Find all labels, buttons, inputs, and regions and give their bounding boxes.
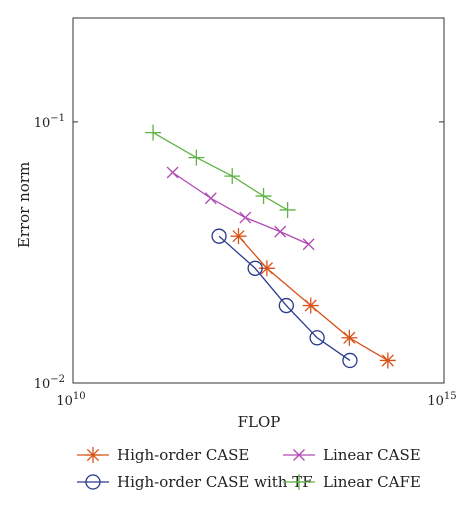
y-tick-label: 10−1 [34,113,65,131]
x-axis-title: FLOP [238,413,281,431]
series-asterisk [230,228,396,369]
data-point [342,352,358,369]
plot-area [72,17,445,384]
data-point [204,192,217,205]
legend-marker [293,449,305,461]
series-plus [145,124,296,218]
data-point [279,201,296,218]
y-tick-label: 10−2 [34,374,65,392]
y-axis-title: Error norm [15,162,33,248]
y-tick-base: 10 [34,116,51,131]
series-line [218,235,351,361]
series-x [166,166,315,251]
y-tick-base: 10 [34,377,51,392]
legend-marker [85,474,101,490]
data-point [274,225,287,238]
x-tick-label: 1010 [56,391,85,409]
series-circle [211,228,358,369]
x-tick-exponent: 10 [73,391,86,402]
data-point [211,228,227,244]
data-point [247,260,263,276]
legend-marker [291,474,307,490]
legend-entry: High-order CASE with TF [77,473,313,491]
x-tick-exponent: 15 [444,391,457,402]
data-point [341,329,358,346]
legend-entry: Linear CASE [283,446,421,464]
legend-entry: High-order CASE [77,446,249,464]
data-point [302,238,315,251]
data-point [255,188,272,205]
data-point [239,211,252,224]
y-tick-exponent: −2 [50,374,65,385]
x-tick-label: 1015 [427,391,456,409]
legend-entry: Linear CAFE [283,473,421,491]
x-tick-base: 10 [56,394,73,409]
data-point [224,168,241,185]
data-point [258,260,275,277]
legend-marker [85,447,101,463]
data-point [230,228,247,245]
legend-label: High-order CASE [117,446,249,464]
data-point [278,297,294,314]
legend-label: High-order CASE with TF [117,473,313,491]
data-point [309,330,325,346]
data-point [302,297,319,314]
data-point [166,166,179,179]
y-tick-exponent: −1 [50,113,65,124]
legend-label: Linear CAFE [323,473,421,491]
data-point [188,149,205,166]
data-point [145,124,162,141]
x-tick-base: 10 [427,394,444,409]
legend-label: Linear CASE [323,446,421,464]
data-point [379,352,396,369]
